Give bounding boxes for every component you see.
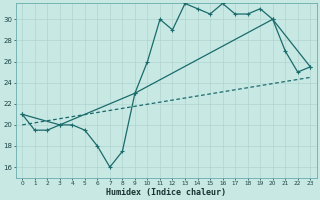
X-axis label: Humidex (Indice chaleur): Humidex (Indice chaleur) <box>106 188 226 197</box>
